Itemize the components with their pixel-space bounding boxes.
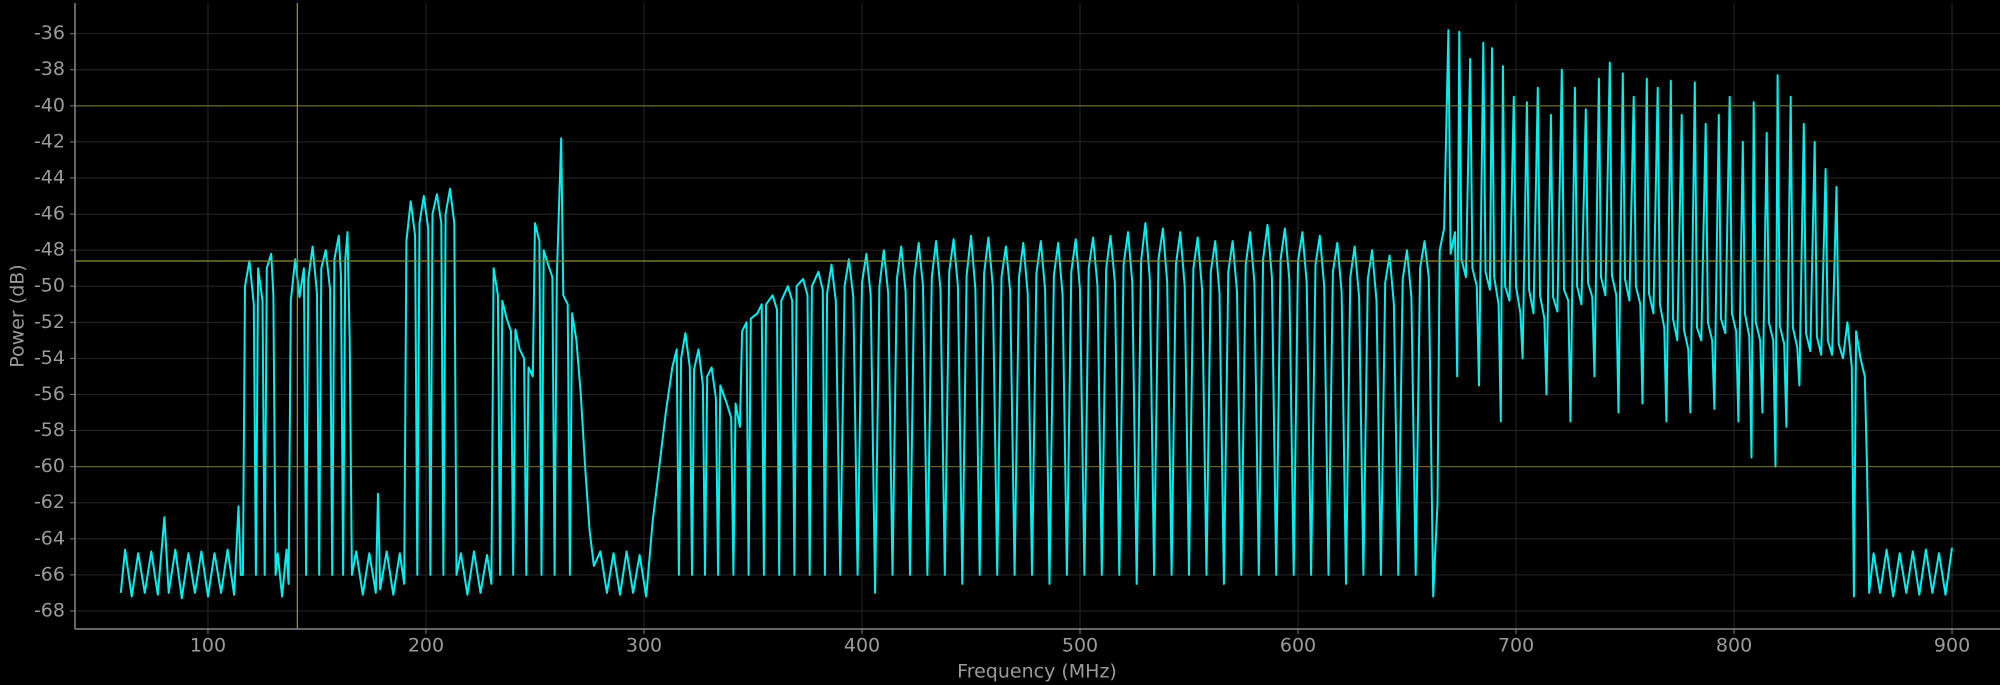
y-tick-label: -54 [34, 347, 65, 369]
y-tick-label: -56 [34, 383, 65, 405]
x-tick-label: 100 [190, 635, 226, 657]
x-tick-label: 200 [408, 635, 444, 657]
x-tick-label: 900 [1934, 635, 1970, 657]
y-axis-title: Power (dB) [7, 264, 29, 367]
y-tick-label: -38 [34, 58, 65, 80]
x-tick-label: 300 [626, 635, 662, 657]
x-tick-label: 500 [1062, 635, 1098, 657]
y-tick-label: -62 [34, 491, 65, 513]
y-tick-label: -42 [34, 130, 65, 152]
x-tick-label: 600 [1280, 635, 1316, 657]
y-tick-label: -60 [34, 455, 65, 477]
y-tick-label: -46 [34, 203, 65, 225]
spectrum-line [119, 29, 1953, 600]
x-tick-label: 700 [1498, 635, 1534, 657]
x-tick-label: 400 [844, 635, 880, 657]
y-tick-label: -52 [34, 311, 65, 333]
x-tick-label: 800 [1716, 635, 1752, 657]
y-tick-label: -58 [34, 419, 65, 441]
y-tick-label: -44 [34, 166, 65, 188]
y-tick-label: -40 [34, 94, 65, 116]
y-tick-label: -68 [34, 599, 65, 621]
y-tick-label: -64 [34, 527, 65, 549]
x-axis-title: Frequency (MHz) [957, 661, 1117, 683]
y-tick-label: -50 [34, 275, 65, 297]
y-tick-label: -48 [34, 239, 65, 261]
y-tick-label: -66 [34, 563, 65, 585]
y-tick-label: -36 [34, 22, 65, 44]
